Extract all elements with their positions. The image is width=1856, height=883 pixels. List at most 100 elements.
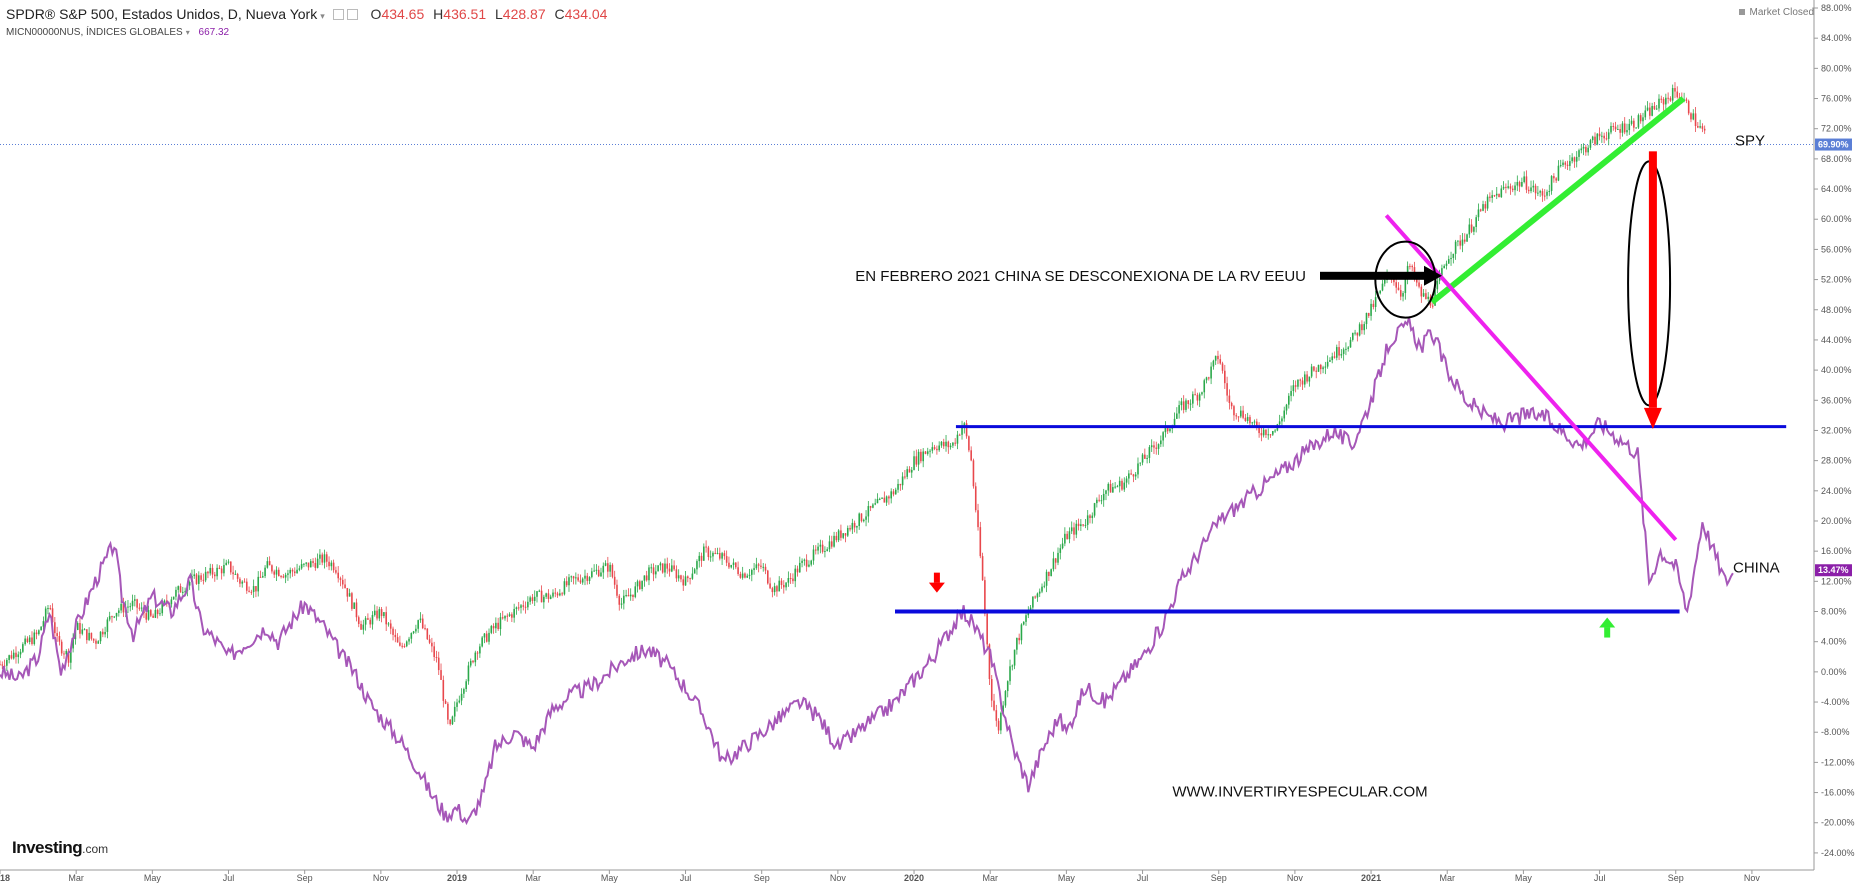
spy-candle-body	[147, 610, 150, 620]
spy-candle-body	[1034, 596, 1036, 598]
spy-candle-body	[1166, 426, 1169, 432]
china-label: CHINA	[1733, 559, 1780, 576]
spy-candle-body	[719, 552, 721, 559]
spy-candle-body	[1324, 366, 1327, 368]
spy-candle-body	[1671, 88, 1674, 101]
spy-candle-body	[1059, 548, 1062, 553]
spy-label: SPY	[1735, 132, 1765, 149]
spy-candle-body	[291, 569, 294, 572]
spy-candle-body	[1441, 268, 1443, 276]
spy-candle-body	[828, 541, 831, 550]
spy-candle-body	[303, 563, 305, 565]
x-tick-label: 2018	[0, 873, 10, 883]
spy-candle-body	[1699, 126, 1701, 128]
spy-candle-body	[1548, 190, 1551, 192]
spy-candle-body	[1562, 162, 1564, 166]
note-arrow-head	[1424, 265, 1442, 286]
spy-candle-body	[1272, 431, 1274, 435]
spy-candle-body	[819, 544, 822, 547]
spy-candle-body	[1141, 454, 1144, 463]
spy-candle-body	[1267, 434, 1270, 436]
spy-candle-body	[1393, 278, 1395, 283]
spy-candle-body	[1585, 146, 1587, 153]
spy-candle-body	[367, 618, 369, 620]
spy-candle-body	[1486, 196, 1489, 209]
spy-candle-body	[312, 561, 314, 563]
spy-candle-body	[696, 561, 698, 570]
spy-candle-body	[1596, 133, 1599, 145]
instrument-title[interactable]: SPDR® S&P 500, Estados Unidos, D, Nueva …	[6, 6, 318, 22]
spy-candle-body	[1018, 637, 1020, 641]
spy-candle-body	[1546, 191, 1548, 196]
spy-candle-body	[92, 638, 95, 641]
hide-icon[interactable]	[346, 8, 358, 20]
spy-candle-body	[1326, 361, 1329, 367]
spy-candle-body	[1687, 100, 1690, 114]
spy-candle-body	[287, 573, 289, 575]
spy-candle-body	[211, 567, 214, 575]
spy-candle-body	[901, 476, 904, 486]
y-tick-label: -16.00%	[1821, 788, 1855, 798]
spy-candle-body	[499, 617, 502, 630]
spy-candle-body	[730, 564, 733, 568]
comparison-title[interactable]: MICN00000NUS, ÍNDICES GLOBALES	[6, 27, 183, 38]
spy-candle-body	[1198, 394, 1201, 401]
divergence-note: EN FEBRERO 2021 CHINA SE DESCONEXIONA DE…	[855, 268, 1306, 285]
spy-candle-body	[607, 563, 609, 572]
spy-candle-body	[214, 574, 216, 577]
spy-candle-body	[1253, 421, 1256, 423]
x-tick-label: Sep	[1668, 873, 1684, 883]
spy-candle-body	[348, 593, 351, 597]
spy-candle-body	[195, 574, 198, 584]
spy-candle-body	[472, 660, 474, 663]
spy-candle-body	[1185, 400, 1187, 410]
spy-candle-body	[1637, 115, 1640, 128]
spy-candle-body	[1109, 483, 1112, 493]
spy-candle-body	[805, 559, 808, 567]
spy-candle-body	[1201, 392, 1203, 395]
spy-candle-body	[159, 613, 161, 615]
x-tick-label: Mar	[1439, 873, 1455, 883]
spy-candle-body	[1607, 132, 1610, 139]
chevron-down-icon[interactable]: ▾	[185, 28, 190, 37]
spy-candle-body	[12, 652, 15, 659]
spy-candle-body	[1038, 591, 1041, 594]
x-tick-label: Sep	[1211, 873, 1227, 883]
spy-candle-body	[152, 615, 154, 618]
spy-candle-body	[639, 581, 641, 590]
spy-candle-body	[1, 664, 4, 666]
open-label: O	[370, 6, 382, 22]
spy-candle-body	[465, 681, 467, 690]
spy-candle-body	[31, 637, 33, 645]
spy-candle-body	[581, 578, 584, 583]
spy-candle-body	[353, 602, 355, 609]
spy-candle-body	[684, 576, 687, 586]
spy-candle-body	[339, 578, 342, 580]
spy-candle-body	[597, 569, 600, 577]
gap-arrow-head	[1643, 407, 1662, 429]
spy-candle-body	[360, 623, 362, 630]
spy-candle-body	[1399, 290, 1402, 297]
spy-candle-body	[1116, 486, 1119, 488]
spy-candle-body	[1240, 410, 1242, 417]
spy-candle-body	[947, 441, 950, 448]
spy-candle-body	[858, 513, 860, 527]
spy-candle-body	[1358, 324, 1361, 336]
spy-candle-body	[709, 556, 712, 558]
spy-candle-body	[1701, 126, 1704, 129]
spy-candle-body	[1564, 162, 1567, 165]
spy-candle-body	[1578, 150, 1580, 157]
spy-value-badge-label: 69.90%	[1818, 140, 1849, 150]
spy-candle-body	[821, 544, 824, 552]
spy-candle-body	[661, 563, 664, 573]
spy-candle-body	[940, 441, 943, 446]
spy-candle-body	[300, 564, 303, 569]
spy-candle-body	[250, 591, 253, 593]
y-tick-label: 76.00%	[1821, 94, 1852, 104]
spy-candle-body	[399, 642, 401, 646]
spy-candle-body	[97, 641, 100, 644]
spy-candle-body	[1281, 418, 1283, 422]
chevron-down-icon[interactable]: ▾	[320, 11, 325, 21]
settings-icon[interactable]	[332, 8, 344, 20]
